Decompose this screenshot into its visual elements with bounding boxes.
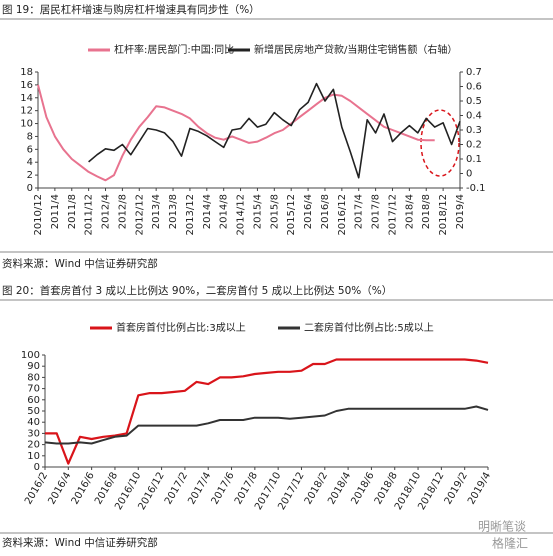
x-tick-label: 2012/4 (101, 194, 112, 229)
x-tick-label: 2014/12 (236, 194, 247, 236)
x-tick-label: 2016/12 (337, 194, 348, 236)
x-tick-label: 2013/4 (151, 194, 162, 229)
y2-tick-label: 0.4 (466, 111, 482, 122)
series-line (45, 358, 489, 465)
figure-title: 图 20：首套房首付 3 成以上比例达 90%，二套房首付 5 成以上比例达 5… (2, 284, 392, 297)
y-tick-label: 16 (20, 80, 33, 91)
y-tick-label: 12 (20, 106, 33, 117)
x-tick-label: 2011/12 (84, 194, 95, 236)
watermark: 格隆汇 (492, 536, 528, 551)
x-tick-label: 2017/4 (354, 194, 365, 229)
y-tick-label: 40 (27, 417, 40, 428)
x-tick-label: 2017/12 (387, 194, 398, 236)
source: 资料来源：Wind 中信证券研究部 (2, 257, 158, 270)
y2-tick-label: 0 (466, 169, 472, 180)
source: 资料来源：Wind 中信证券研究部 (2, 536, 158, 549)
x-tick-label: 2011/4 (50, 194, 61, 229)
y-tick-label: 100 (21, 350, 40, 361)
x-tick-label: 2011/8 (67, 194, 78, 229)
x-tick-label: 2018/4 (404, 194, 415, 229)
x-tick-label: 2014/4 (202, 194, 213, 229)
x-tick-label: 2015/8 (269, 194, 280, 229)
y2-tick-label: -0.1 (466, 183, 486, 194)
series-line (37, 84, 435, 182)
x-tick-label: 2010/12 (33, 194, 44, 236)
x-tick-label: 2015/12 (286, 194, 297, 236)
y-tick-label: 70 (27, 384, 40, 395)
x-tick-label: 2015/4 (252, 194, 263, 229)
series-line (44, 405, 489, 445)
y2-tick-label: 0.3 (466, 125, 482, 136)
y-tick-label: 0 (34, 462, 40, 473)
legend-label: 新增居民房地产贷款/当期住宅销售额（右轴） (254, 43, 457, 56)
y2-tick-label: 0.7 (466, 67, 482, 78)
y-tick-label: 4 (27, 157, 33, 168)
figure-title: 图 19：居民杠杆增速与购房杠杆增速具有同步性（%） (2, 3, 260, 16)
x-tick-label: 2013/8 (168, 194, 179, 229)
y-tick-label: 2 (27, 170, 33, 181)
x-tick-label: 2012/8 (117, 194, 128, 229)
y-tick-label: 90 (27, 361, 40, 372)
y-tick-label: 18 (20, 67, 33, 78)
y-tick-label: 30 (27, 428, 40, 439)
y-tick-label: 10 (20, 119, 33, 130)
y-tick-label: 80 (27, 372, 40, 383)
y-tick-label: 14 (20, 93, 33, 104)
x-tick-label: 2016/8 (320, 194, 331, 229)
x-tick-label: 2017/8 (371, 194, 382, 229)
y-tick-label: 6 (27, 144, 33, 155)
y-tick-label: 8 (27, 131, 33, 142)
x-tick-label: 2018/8 (421, 194, 432, 229)
series-line (88, 82, 461, 179)
y-tick-label: 60 (27, 395, 40, 406)
y-tick-label: 0 (27, 183, 33, 194)
legend-label: 首套房首付比例占比:3成以上 (116, 321, 246, 334)
y2-tick-label: 0.1 (466, 154, 482, 165)
legend-label: 二套房首付比例占比:5成以上 (304, 321, 434, 334)
y2-tick-label: 0.5 (466, 96, 482, 107)
x-tick-label: 2014/8 (219, 194, 230, 229)
y-tick-label: 50 (27, 406, 40, 417)
highlight-ellipse (420, 109, 460, 177)
y-tick-label: 10 (27, 451, 40, 462)
x-tick-label: 2016/4 (303, 194, 314, 229)
y-tick-label: 20 (27, 440, 40, 451)
y2-tick-label: 0.6 (466, 82, 482, 93)
y2-tick-label: 0.2 (466, 140, 482, 151)
x-tick-label: 2012/12 (134, 194, 145, 236)
watermark: 明晰笔谈 (478, 519, 526, 534)
x-tick-label: 2019/4 (455, 194, 466, 229)
x-tick-label: 2013/12 (185, 194, 196, 236)
legend-label: 杠杆率:居民部门:中国:同比 (114, 43, 234, 56)
x-tick-label: 2018/12 (438, 194, 449, 236)
